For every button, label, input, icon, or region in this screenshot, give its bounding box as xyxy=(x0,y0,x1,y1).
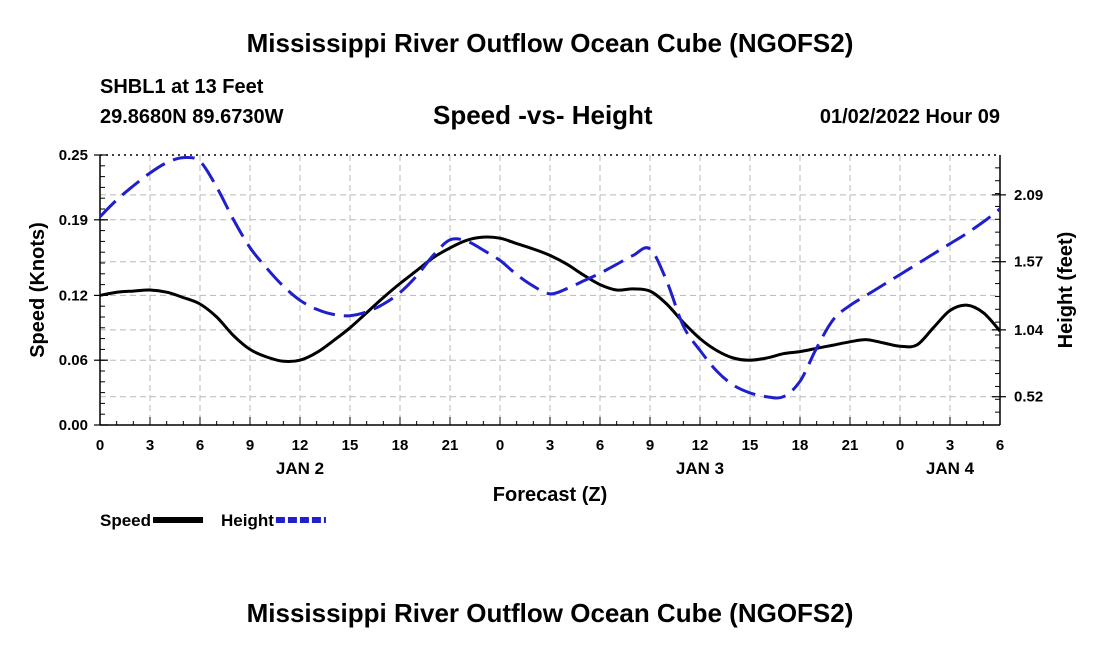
y-right-tick-label: 2.09 xyxy=(1014,187,1043,204)
x-tick-label: 0 xyxy=(96,437,104,454)
coordinates-label: 29.8680N 89.6730W xyxy=(100,106,284,128)
x-tick-label: 15 xyxy=(342,437,359,454)
forecast-datetime: 01/02/2022 Hour 09 xyxy=(819,106,1000,128)
x-axis-title: Forecast (Z) xyxy=(493,484,607,506)
y-left-tick-label: 0.25 xyxy=(59,147,88,164)
y-left-tick-label: 0.19 xyxy=(59,212,88,229)
series-line-height xyxy=(100,155,1000,400)
x-tick-label: 15 xyxy=(742,437,759,454)
x-tick-label: 18 xyxy=(392,437,409,454)
series-line-speed xyxy=(100,235,1000,364)
x-tick-label: 3 xyxy=(546,437,554,454)
x-tick-label: 18 xyxy=(792,437,809,454)
x-tick-label: 9 xyxy=(246,437,254,454)
y-left-tick-label: 0.00 xyxy=(59,417,88,434)
y-right-tick-label: 0.52 xyxy=(1014,389,1043,406)
x-tick-label: 6 xyxy=(596,437,604,454)
x-tick-label: 12 xyxy=(692,437,709,454)
y-right-axis-title: Height (feet) xyxy=(1055,232,1077,349)
x-tick-label: 3 xyxy=(146,437,154,454)
x-tick-label: 21 xyxy=(442,437,459,454)
legend-label-speed: Speed xyxy=(100,511,151,530)
date-label: JAN 4 xyxy=(926,459,975,478)
x-tick-label: 21 xyxy=(842,437,859,454)
x-tick-label: 3 xyxy=(946,437,954,454)
y-right-tick-label: 1.04 xyxy=(1014,322,1044,339)
y-left-axis-title: Speed (Knots) xyxy=(27,222,49,358)
x-tick-label: 6 xyxy=(196,437,204,454)
x-tick-label: 6 xyxy=(996,437,1004,454)
repeat-chart-title: Mississippi River Outflow Ocean Cube (NG… xyxy=(246,598,854,628)
y-right-tick-label: 1.57 xyxy=(1014,254,1043,271)
y-left-tick-label: 0.06 xyxy=(59,352,88,369)
station-label: SHBL1 at 13 Feet xyxy=(100,76,264,98)
y-left-tick-label: 0.12 xyxy=(59,287,88,304)
x-tick-label: 0 xyxy=(896,437,904,454)
chart-subtitle: Speed -vs- Height xyxy=(433,100,653,130)
chart-title: Mississippi River Outflow Ocean Cube (NG… xyxy=(246,28,854,58)
x-tick-label: 0 xyxy=(496,437,504,454)
x-tick-label: 12 xyxy=(292,437,309,454)
x-tick-label: 9 xyxy=(646,437,654,454)
legend-label-height: Height xyxy=(221,511,274,530)
date-label: JAN 3 xyxy=(676,459,724,478)
date-label: JAN 2 xyxy=(276,459,324,478)
